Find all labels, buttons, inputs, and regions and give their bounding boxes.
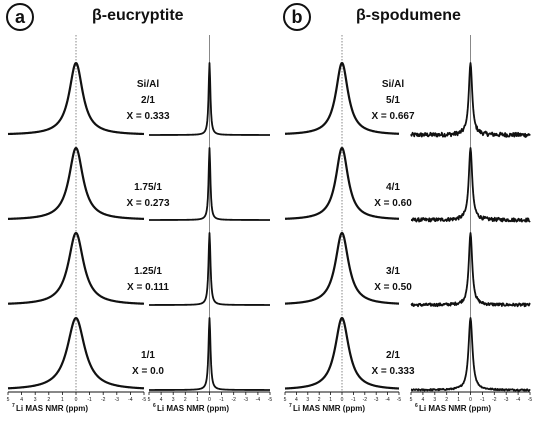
x-tick-label: -3 <box>374 397 379 403</box>
x-tick-label: 5 <box>284 397 287 403</box>
spectrum-right-series-1 <box>410 62 531 138</box>
x-axis-title: Li MAS NMR (ppm) <box>16 404 88 413</box>
series-label: X = 0.50 <box>374 282 412 293</box>
series-label: X = 0.273 <box>126 198 170 209</box>
spectrum-left-series-3 <box>284 231 400 305</box>
spectrum-right-series-2 <box>410 147 531 223</box>
x-tick-label: 5 <box>410 397 413 403</box>
x-tick-label: 3 <box>172 397 175 403</box>
x-axis-title: Li MAS NMR (ppm) <box>157 404 229 413</box>
x-tick-label: 2 <box>318 397 321 403</box>
spectrum-left-series-1 <box>7 61 145 136</box>
x-tick-label: 2 <box>47 397 50 403</box>
spectrum-left-series-4 <box>284 316 400 390</box>
panel-b-letter: b <box>292 7 303 27</box>
x-tick-label: 0 <box>75 397 78 403</box>
x-tick-label: -1 <box>87 397 92 403</box>
spectrum-left-series-2 <box>7 146 145 220</box>
spectrum-right-series-4 <box>148 317 271 391</box>
x-tick-label: -4 <box>385 397 390 403</box>
x-tick-label: 0 <box>208 397 211 403</box>
spectrum-left-series-3 <box>7 231 145 305</box>
x-axis-title-superscript: 6 <box>153 403 156 409</box>
x-tick-label: 4 <box>160 397 163 403</box>
x-tick-label: 4 <box>422 397 425 403</box>
x-tick-label: 1 <box>457 397 460 403</box>
series-label: 2/1 <box>141 95 155 106</box>
x-axis-title-superscript: 7 <box>12 403 15 409</box>
x-tick-label: 5 <box>148 397 151 403</box>
x-tick-label: 3 <box>306 397 309 403</box>
x-axis-title-superscript: 7 <box>289 403 292 409</box>
series-label: X = 0.667 <box>371 111 415 122</box>
x-tick-label: -3 <box>504 397 509 403</box>
series-label: X = 0.111 <box>127 282 169 293</box>
x-tick-label: 1 <box>329 397 332 403</box>
series-label: X = 0.333 <box>371 366 415 377</box>
x-tick-label: -4 <box>516 397 521 403</box>
spectrum-right-series-4 <box>410 317 531 392</box>
x-tick-label: 5 <box>7 397 10 403</box>
spectrum-right-series-3 <box>148 232 271 306</box>
panel-a-title: β-eucryptite <box>92 7 184 24</box>
x-tick-label: -2 <box>363 397 368 403</box>
x-tick-label: -5 <box>142 397 147 403</box>
x-tick-label: -1 <box>219 397 224 403</box>
x-tick-label: 4 <box>20 397 23 403</box>
x-tick-label: -1 <box>351 397 356 403</box>
x-tick-label: -5 <box>528 397 533 403</box>
x-tick-label: -2 <box>231 397 236 403</box>
series-label: X = 0.333 <box>126 111 170 122</box>
x-tick-label: 2 <box>184 397 187 403</box>
series-label: 4/1 <box>386 182 400 193</box>
series-label: 1.25/1 <box>134 266 162 277</box>
x-axis-title: Li MAS NMR (ppm) <box>419 404 491 413</box>
x-tick-label: -4 <box>128 397 133 403</box>
x-axis-title-superscript: 6 <box>415 403 418 409</box>
x-tick-label: -5 <box>268 397 273 403</box>
spectrum-right-series-2 <box>148 147 271 221</box>
panel-a-badge <box>6 3 34 31</box>
x-tick-label: 2 <box>445 397 448 403</box>
spectrum-left-series-4 <box>7 316 145 390</box>
panel-b-badge <box>283 3 311 31</box>
x-tick-label: -1 <box>480 397 485 403</box>
x-tick-label: 4 <box>295 397 298 403</box>
x-tick-label: -3 <box>115 397 120 403</box>
spectrum-right-series-1 <box>148 62 271 136</box>
panel-b-title: β-spodumene <box>356 7 461 24</box>
series-label: Si/Al <box>382 79 404 90</box>
series-label: X = 0.0 <box>132 366 164 377</box>
x-tick-label: 0 <box>469 397 472 403</box>
x-tick-label: 1 <box>196 397 199 403</box>
spectrum-left-series-1 <box>284 61 400 135</box>
x-tick-label: 3 <box>433 397 436 403</box>
series-label: 1/1 <box>141 350 155 361</box>
x-tick-label: -3 <box>244 397 249 403</box>
plot-layer: Si/Al 2/1 X = 0.333 1.75/1 X = 0.273 1.25/1 X … <box>7 35 533 413</box>
x-tick-label: -5 <box>397 397 402 403</box>
x-tick-label: -2 <box>492 397 497 403</box>
series-label: Si/Al <box>137 79 159 90</box>
series-label: X = 0.60 <box>374 198 412 209</box>
x-tick-label: -2 <box>101 397 106 403</box>
series-label: 3/1 <box>386 266 400 277</box>
x-tick-label: 1 <box>61 397 64 403</box>
spectrum-right-series-3 <box>410 232 531 308</box>
series-label: 5/1 <box>386 95 400 106</box>
x-tick-label: -4 <box>256 397 261 403</box>
x-axis-title: Li MAS NMR (ppm) <box>293 404 365 413</box>
spectrum-left-series-2 <box>284 146 400 220</box>
series-label: 2/1 <box>386 350 400 361</box>
x-tick-label: 3 <box>34 397 37 403</box>
series-label: 1.75/1 <box>134 182 162 193</box>
panel-a-letter: a <box>15 7 26 27</box>
x-tick-label: 0 <box>341 397 344 403</box>
